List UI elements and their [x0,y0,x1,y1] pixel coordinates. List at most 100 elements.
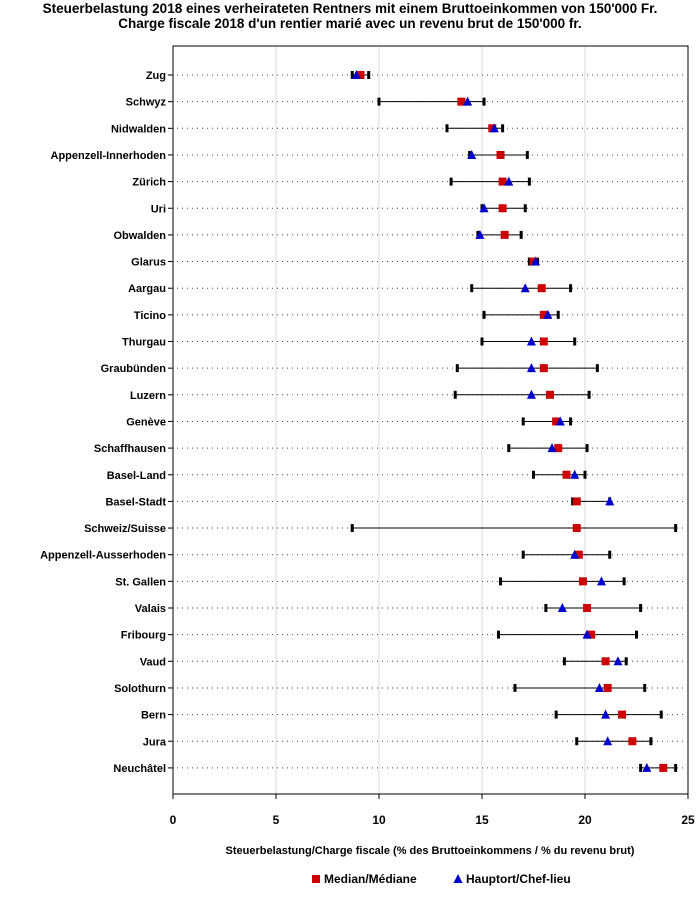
median-marker [572,497,581,506]
capital-marker [504,176,514,186]
capital-marker [543,309,553,319]
category-row: Aargau [128,283,684,295]
capital-marker [596,576,606,586]
category-row: Graubünden [101,363,684,375]
category-row: Jura [143,736,684,748]
category-row: Appenzell-Innerhoden [51,149,684,162]
category-label: Zug [146,70,166,82]
category-label: St. Gallen [115,576,166,588]
category-row: Glarus [131,256,684,269]
category-label: Neuchâtel [113,763,166,775]
category-label: Appenzell-Innerhoden [51,150,167,162]
category-label: Uri [151,203,166,215]
category-label: Thurgau [122,337,166,349]
category-label: Valais [135,603,166,615]
capital-marker [570,549,580,559]
category-rows: Zug Schwyz Nidwalden Appenzell-Innerhoden Zü… [40,70,684,775]
x-tick-label: 0 [170,813,177,827]
capital-marker [642,762,652,772]
category-row: Schweiz/Suisse [84,523,684,535]
median-marker [572,524,581,533]
category-row: Obwalden [113,229,684,242]
category-label: Graubünden [101,363,167,375]
category-row: Ticino [134,309,684,322]
capital-marker [555,416,565,426]
plot-area-frame [172,45,689,795]
legend-item: Median/Médiane [312,872,417,886]
category-row: Nidwalden [111,123,684,135]
x-tick-label: 5 [273,813,280,827]
category-label: Zürich [132,177,166,189]
capital-marker [475,229,485,239]
category-row: Bern [141,709,684,722]
capital-marker [467,149,477,159]
category-row: Valais [135,603,684,615]
category-row: Fribourg [121,629,684,642]
capital-marker [351,70,361,79]
legend-median-swatch [312,875,320,883]
median-marker [574,550,583,559]
category-row: Thurgau [122,336,684,349]
median-marker [537,284,546,293]
category-row: Solothurn [114,682,684,695]
category-row: Basel-Land [107,469,684,482]
x-axis-title: Steuerbelastung/Charge fiscale (% des Br… [226,845,635,857]
median-marker [552,417,561,426]
median-marker [603,683,612,692]
capital-marker [531,256,541,266]
median-marker [562,470,571,479]
chart-title: Steuerbelastung 2018 eines verheirateten… [42,1,658,16]
median-marker [500,230,509,239]
capital-marker [526,336,536,346]
median-marker [578,577,587,586]
category-label: Nidwalden [111,123,166,135]
x-tick-label: 10 [372,813,386,827]
median-marker [539,364,548,373]
category-label: Appenzell-Ausserhoden [40,550,166,562]
median-marker [545,390,554,399]
category-row: Vaud [140,656,684,668]
x-axis: 0 5 10 15 20 25 [170,794,695,827]
category-label: Genève [126,416,166,428]
category-label: Bern [141,710,166,722]
median-marker [583,604,592,612]
capital-marker [463,96,473,106]
category-row: Zug [146,70,684,82]
median-marker [587,630,596,639]
category-label: Schweiz/Suisse [84,523,166,535]
category-row: Appenzell-Ausserhoden [40,549,684,562]
x-tick-label: 25 [681,813,695,827]
legend-label: Median/Médiane [324,872,417,886]
median-marker [601,657,610,666]
category-row: Genève [126,416,684,428]
category-label: Basel-Stadt [105,496,166,508]
capital-marker [479,203,489,213]
category-label: Schwyz [126,97,167,109]
chart-subtitle: Charge fiscale 2018 d'un rentier marié a… [118,16,582,31]
legend-item: Hauptort/Chef-lieu [453,872,571,886]
category-label: Aargau [128,283,166,295]
capital-marker [570,469,580,479]
category-row: Luzern [130,389,684,402]
capital-marker [601,709,611,719]
category-label: Jura [143,736,167,748]
category-label: Vaud [140,656,166,668]
median-marker [618,710,627,719]
median-marker [457,97,466,106]
capital-marker [526,389,536,399]
capital-marker [557,603,567,612]
x-tick-label: 20 [578,813,592,827]
grid-lines [275,46,586,794]
category-row: Schwyz [126,96,684,109]
category-label: Obwalden [113,230,166,242]
median-marker [498,177,507,186]
median-marker [498,204,507,213]
capital-marker [520,283,530,293]
capital-marker [603,736,613,746]
median-marker [539,310,548,319]
legend: Median/Médiane Hauptort/Chef-lieu [312,872,571,886]
category-label: Luzern [130,390,166,402]
category-row: Schaffhausen [94,443,684,455]
capital-marker [582,629,592,639]
category-label: Ticino [134,310,166,322]
